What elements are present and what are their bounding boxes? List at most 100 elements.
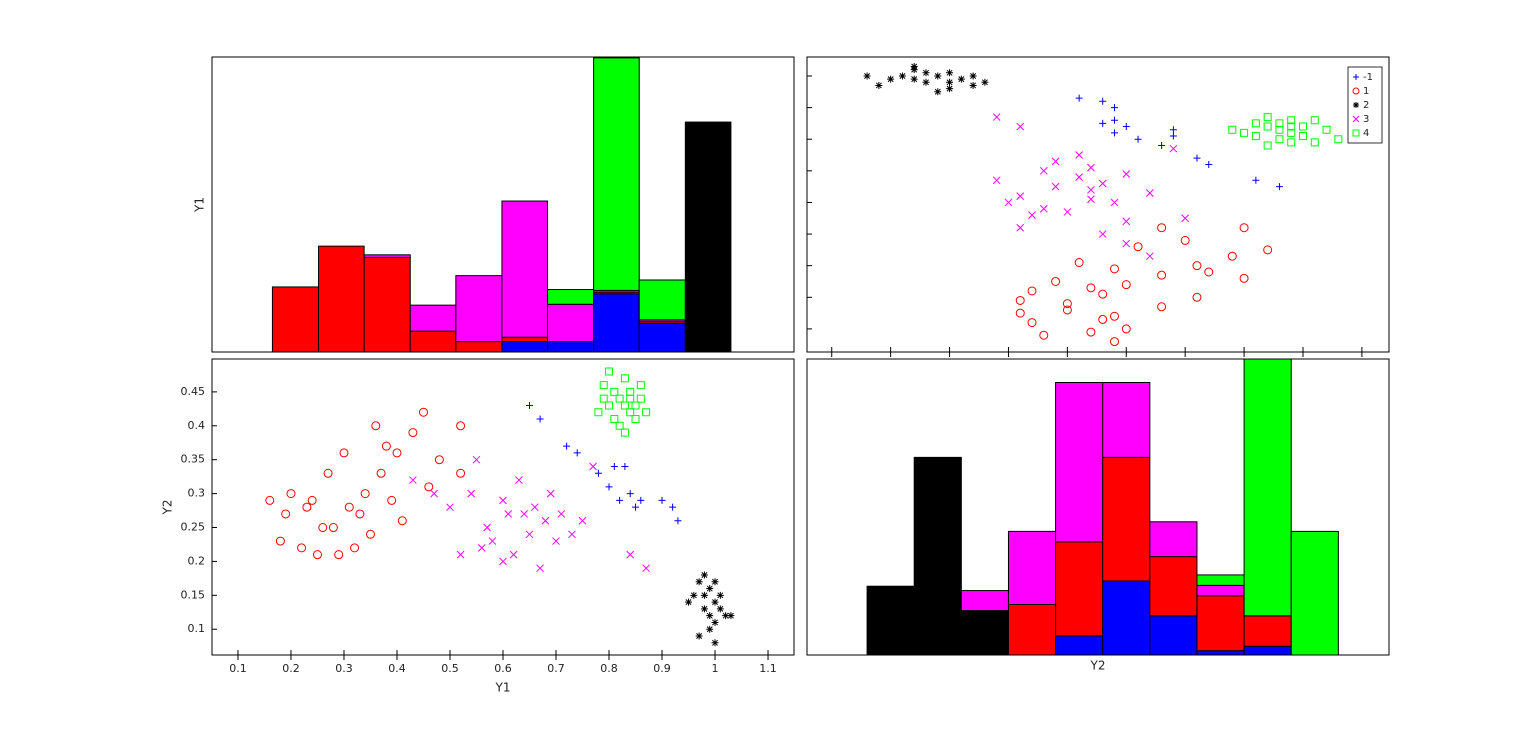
scatter-point: [525, 530, 534, 539]
scatter-point: [418, 407, 428, 417]
scatter-point: [621, 462, 629, 470]
histogram-bar: [1196, 584, 1245, 597]
scatter-point: [1122, 123, 1130, 131]
scatter-point: [605, 483, 613, 491]
scatter-point: [1121, 324, 1131, 334]
scatter-point: [446, 503, 454, 512]
scatter-point: [275, 536, 285, 546]
scatter-point: [1075, 173, 1084, 182]
scatter-point: [1192, 292, 1202, 302]
histogram-bar: [409, 330, 457, 353]
y-tick-label: 0.4: [188, 419, 206, 432]
scatter-point: [700, 605, 708, 613]
scatter-point: [620, 428, 629, 437]
scatter-point: [1039, 204, 1048, 213]
scatter-point: [265, 495, 275, 505]
scatter-point: [1110, 198, 1119, 207]
scatter-point: [1110, 116, 1118, 124]
scatter-point: [376, 468, 386, 478]
y-tick-label: 0.2: [188, 554, 206, 567]
scatter-point: [499, 496, 507, 505]
histogram-bar: [1243, 645, 1292, 656]
scatter-point: [499, 557, 507, 566]
scatter-point: [467, 489, 476, 498]
histogram-bar: [1290, 530, 1339, 656]
scatter-point: [1098, 289, 1108, 299]
scatter-point: [727, 612, 735, 620]
histogram-bar: [363, 254, 411, 258]
scatter-point: [1334, 135, 1343, 144]
scatter-point: [711, 598, 719, 606]
scatter-point: [1028, 211, 1036, 219]
scatter-point: [1004, 198, 1013, 207]
x-tick-label: 0.2: [282, 662, 300, 675]
scatter-point: [1051, 182, 1060, 191]
histogram-bar: [1102, 382, 1151, 458]
histogram-bar: [501, 336, 549, 343]
scatter-point: [594, 469, 602, 477]
scatter-point: [1099, 97, 1107, 105]
scatter-point: [1157, 270, 1167, 280]
scatter-point: [1075, 94, 1083, 102]
histogram-bar: [1243, 615, 1292, 647]
scatter-point: [1169, 126, 1177, 134]
scatter-point: [616, 496, 624, 504]
x-tick-label: 1.1: [759, 662, 777, 675]
scatter-point: [637, 496, 645, 504]
scatter-point: [946, 69, 954, 77]
x-tick-label: 0.3: [335, 662, 353, 675]
scatter-point: [615, 421, 624, 430]
histogram-bar: [593, 293, 640, 353]
scatter-point: [706, 612, 714, 620]
scatter-point: [387, 495, 397, 505]
scatter-point: [1134, 135, 1142, 143]
histogram-bar: [363, 256, 411, 353]
scatter-point: [1039, 330, 1049, 340]
scatter-point: [1145, 189, 1154, 197]
scatter-point: [520, 510, 529, 518]
scatter-point: [488, 537, 497, 545]
histogram-bar: [547, 341, 595, 353]
scatter-point: [711, 618, 719, 626]
scatter-point: [1275, 119, 1284, 128]
x-tick-label: 0.8: [600, 662, 618, 675]
scatter-point: [334, 550, 344, 560]
scatter-point: [716, 605, 724, 613]
scatter-point: [1098, 230, 1107, 238]
scatter-point: [610, 415, 619, 424]
scatter-point: [1133, 242, 1143, 252]
scatter-point: [690, 591, 698, 599]
scatter-point: [1015, 295, 1025, 305]
x-tick-label: 0.6: [494, 662, 512, 675]
scatter-point: [297, 543, 307, 553]
scatter-point: [1239, 223, 1249, 233]
y-tick-label: 0.1: [188, 622, 206, 635]
axes-frame: [211, 358, 795, 656]
scatter-point: [594, 408, 603, 417]
x-tick-label: 0.1: [229, 662, 247, 675]
scatter-point: [536, 564, 544, 573]
histogram-bar: [547, 303, 595, 343]
scatter-point: [1263, 141, 1272, 150]
axes-frame: [806, 358, 1390, 656]
histogram-bar: [960, 610, 1009, 656]
scatter-point: [350, 543, 360, 553]
scatter-point: [552, 537, 560, 545]
legend-marker: [1352, 129, 1360, 137]
histogram-bar: [638, 279, 686, 321]
histogram-bar: [960, 590, 1009, 612]
scatter-point: [1192, 261, 1202, 271]
scatter-point: [626, 490, 634, 498]
scatter-point: [946, 85, 954, 93]
histogram-bar: [1102, 580, 1151, 656]
scatter-point: [1263, 122, 1272, 131]
scatter-point: [1110, 104, 1118, 112]
scatter-point: [323, 468, 333, 478]
scatter-point: [658, 496, 666, 504]
scatter-point: [706, 585, 714, 593]
scatter-point: [636, 381, 645, 390]
scatter-point: [409, 476, 417, 484]
scatter-point: [1109, 264, 1119, 274]
scatter-point: [578, 516, 587, 525]
